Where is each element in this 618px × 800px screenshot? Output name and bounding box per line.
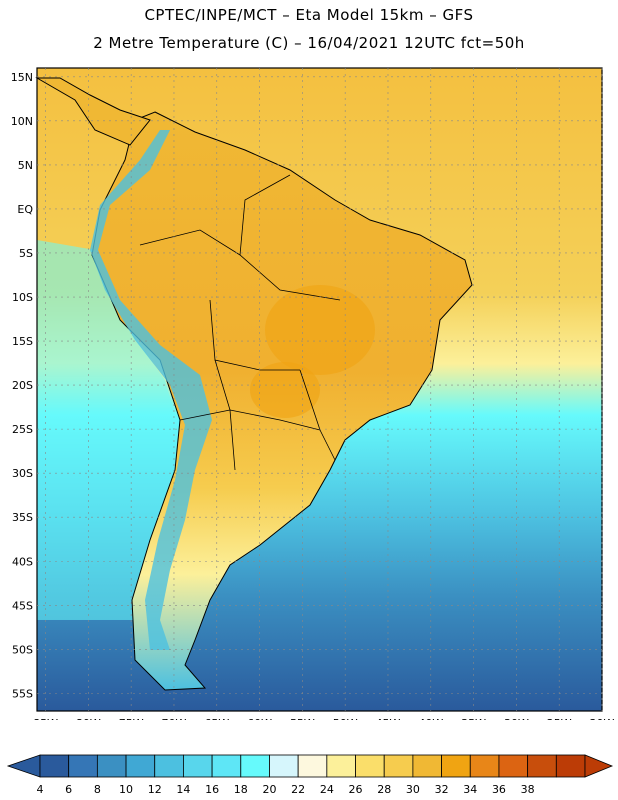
legend-swatch: [383, 754, 414, 778]
legend-swatch: [96, 754, 127, 778]
legend-tick-label: 32: [435, 783, 449, 796]
andes-cold-strip: [90, 130, 212, 650]
warm-core-brazil: [265, 285, 375, 375]
color-legend: 4 6 8 10 12 14 16 18 20 22 24 26 28 30 32 34 36 38: [6, 754, 614, 796]
lon-label: 20W: [590, 717, 615, 720]
lon-label: 80W: [76, 717, 101, 720]
legend-swatch: [441, 754, 471, 778]
lon-label: 55W: [290, 717, 315, 720]
legend-swatch: [355, 754, 385, 778]
legend-tick-label: 12: [148, 783, 162, 796]
lat-label: 10N: [11, 115, 33, 128]
lon-label: 45W: [376, 717, 401, 720]
legend-tick-label: 6: [65, 783, 72, 796]
lon-label: 50W: [333, 717, 358, 720]
chart-title-line2: 2 Metre Temperature (C) – 16/04/2021 12U…: [93, 34, 525, 52]
legend-swatch: [326, 754, 356, 778]
legend-swatch: [125, 754, 156, 778]
lat-label: 55S: [12, 687, 33, 700]
legend-arrow-high: [584, 754, 614, 778]
lat-label: 5S: [19, 247, 33, 260]
legend-swatch: [39, 754, 70, 778]
legend-tick-label: 20: [262, 783, 276, 796]
legend-tick-label: 36: [492, 783, 506, 796]
lat-label: 50S: [12, 643, 33, 656]
country-borders: [139, 174, 341, 471]
legend-arrow-low: [6, 754, 41, 778]
temperature-map: 15N 10N 5N EQ 5S 10S 15S 20S 25S 30S 35S 40S 45S 50S 5…: [11, 67, 615, 720]
lon-label: 65W: [204, 717, 229, 720]
legend-tick-label: 22: [291, 783, 305, 796]
legend-swatch: [269, 754, 299, 778]
lat-label: 30S: [12, 467, 33, 480]
latitude-labels: 15N 10N 5N EQ 5S 10S 15S 20S 25S 30S 35S 40S 45S 50S 5…: [11, 71, 34, 701]
longitude-labels: 85W 80W 75W 70W 65W 60W 55W 50W 45W 40W 35W 30W 25W 2…: [33, 717, 614, 720]
legend-tick-label: 26: [349, 783, 363, 796]
legend-swatch: [412, 754, 442, 778]
graticule: [37, 68, 603, 711]
legend-tick-label: 14: [176, 783, 190, 796]
legend-swatch: [183, 754, 213, 778]
legend-swatch: [527, 754, 557, 778]
legend-tick-label: 16: [205, 783, 219, 796]
legend-swatch: [240, 754, 270, 778]
pacific-cold-band: [37, 240, 180, 620]
lon-label: 75W: [119, 717, 144, 720]
lon-label: 25W: [547, 717, 572, 720]
legend-swatch: [68, 754, 98, 778]
legend-swatch: [211, 754, 242, 778]
legend-swatch: [498, 754, 529, 778]
lat-label: 10S: [12, 291, 33, 304]
legend-tick-label: 34: [463, 783, 477, 796]
lon-label: 30W: [504, 717, 529, 720]
lon-label: 35W: [461, 717, 486, 720]
legend-tick-label: 10: [119, 783, 133, 796]
lat-label: 35S: [12, 511, 33, 524]
lat-label: 15N: [11, 71, 33, 84]
lat-label: 20S: [12, 379, 33, 392]
plot-frame: [36, 67, 603, 712]
legend-swatch: [297, 754, 328, 778]
lon-label: 40W: [418, 717, 443, 720]
legend-tick-label: 24: [320, 783, 334, 796]
lon-label: 70W: [162, 717, 187, 720]
lat-label: 15S: [12, 335, 33, 348]
legend-swatch: [469, 754, 500, 778]
legend-swatch: [555, 754, 586, 778]
chart-title-line1: CPTEC/INPE/MCT – Eta Model 15km – GFS: [144, 6, 474, 24]
legend-tick-label: 18: [234, 783, 248, 796]
lat-label: 45S: [12, 599, 33, 612]
lon-label: 60W: [247, 717, 272, 720]
lat-label: 25S: [12, 423, 33, 436]
lat-label: 5N: [18, 159, 33, 172]
lon-label: 85W: [33, 717, 58, 720]
legend-swatch: [154, 754, 184, 778]
legend-tick-label: 4: [37, 783, 44, 796]
legend-tick-label: 28: [377, 783, 391, 796]
lat-label: EQ: [17, 203, 33, 216]
legend-tick-label: 30: [406, 783, 420, 796]
central-america-land: [35, 77, 151, 146]
legend-tick-label: 38: [521, 783, 535, 796]
lat-label: 40S: [12, 555, 33, 568]
legend-tick-label: 8: [94, 783, 101, 796]
